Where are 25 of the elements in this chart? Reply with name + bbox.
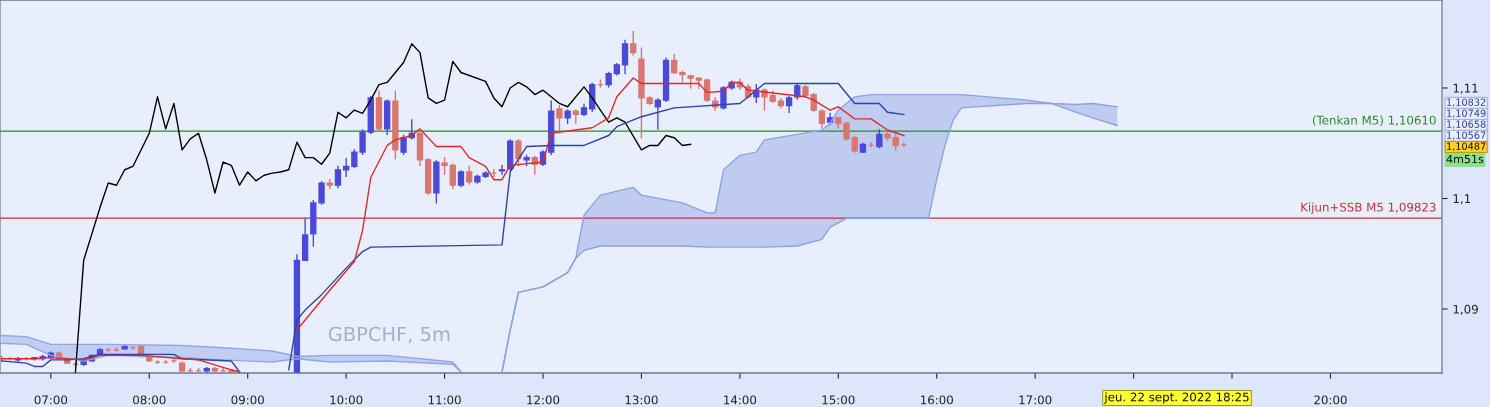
text: 1,10832 [1447, 98, 1486, 107]
x-tick-label: 16:00 [921, 395, 953, 405]
text: 4m51s [1446, 154, 1484, 164]
text: 1,10567 [1447, 131, 1486, 140]
text: jeu. 22 sept. 2022 18:25 [1104, 392, 1249, 404]
annotation: GBPCHF, 5m [328, 326, 450, 344]
x-tick-label: 10:00 [330, 395, 363, 405]
x-tick-label: 07:00 [34, 395, 68, 405]
ref-line-label: (Tenkan M5) 1,10610 [1312, 115, 1436, 127]
x-tick-label: 11:00 [428, 395, 461, 405]
x-tick-label: 14:00 [724, 395, 757, 405]
text: 1,10749 [1447, 109, 1486, 118]
x-tick-label: 13:00 [625, 395, 658, 405]
x-tick-label: 15:00 [822, 395, 855, 405]
ref-line-label: Kijun+SSB M5 1,09823 [1301, 202, 1436, 214]
x-tick-label: 12:00 [527, 395, 560, 405]
text: 1,10658 [1447, 120, 1486, 129]
text: 1,10487 [1447, 142, 1486, 151]
x-tick-label: 08:00 [133, 395, 166, 405]
x-tick-label: 09:00 [231, 395, 264, 405]
y-tick-label: 1,09 [1453, 304, 1478, 315]
x-tick-label: 20:00 [1314, 395, 1347, 405]
x-tick-label: 17:00 [1019, 395, 1052, 405]
y-tick-label: 1,11 [1453, 83, 1478, 94]
y-tick-label: 1,1 [1453, 194, 1471, 205]
